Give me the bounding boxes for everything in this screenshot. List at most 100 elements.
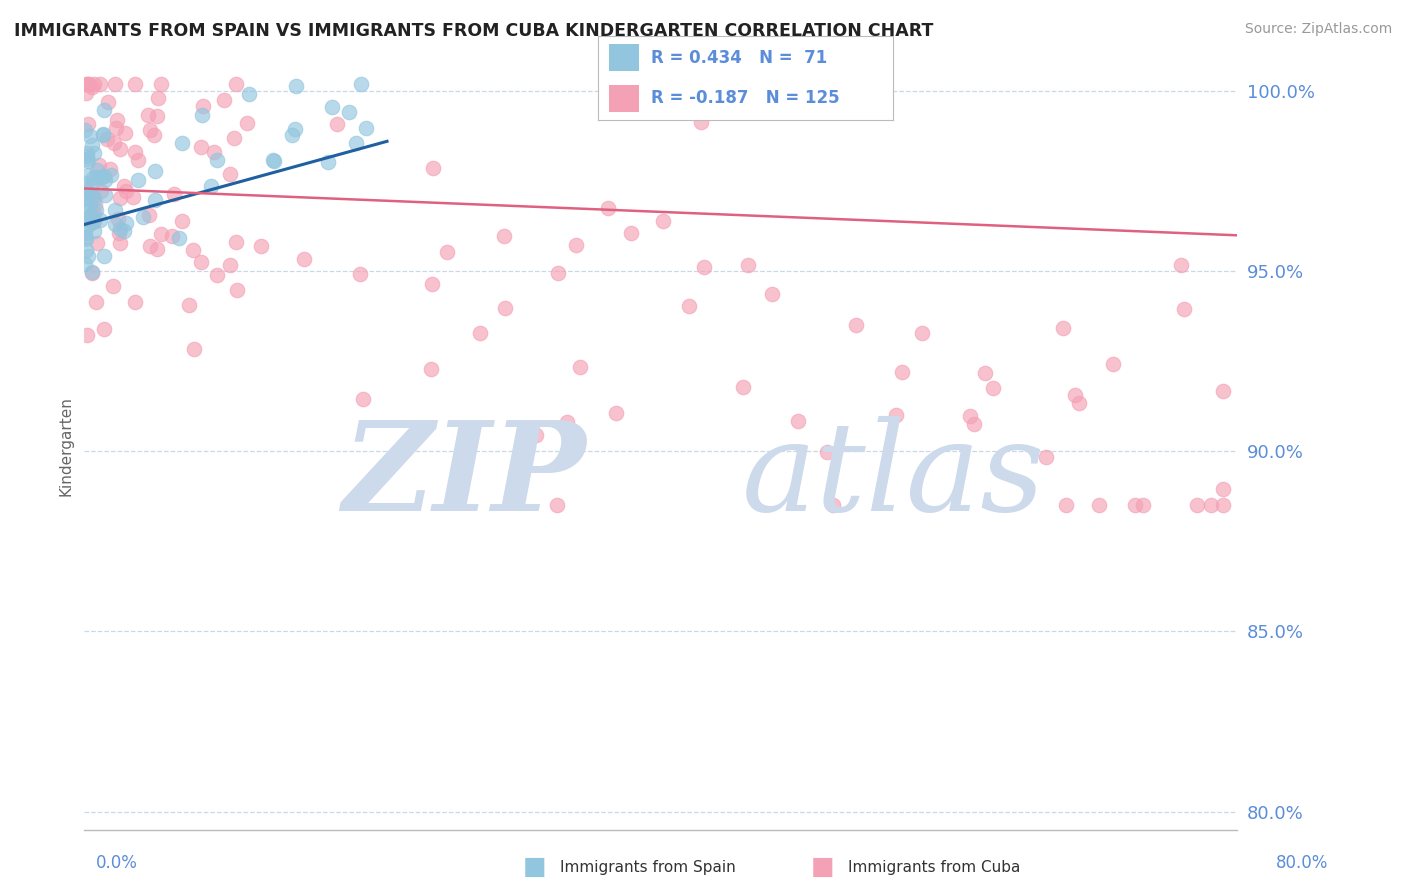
Point [104, 77, 127, 91]
Point [75, 232, 97, 246]
Point [284, 78, 307, 93]
Point [82, 215, 104, 229]
Point [494, 229, 516, 244]
Point [737, 258, 759, 272]
Point [1088, 499, 1111, 513]
Point [110, 221, 132, 235]
Point [1132, 499, 1154, 513]
Point [89, 77, 111, 91]
Point [76, 148, 98, 162]
Point [420, 362, 443, 376]
Point [82, 266, 104, 280]
Point [524, 428, 547, 442]
Point [82, 170, 104, 185]
Point [1102, 358, 1125, 372]
Point [93, 249, 115, 263]
Point [963, 417, 986, 431]
Point [815, 445, 838, 459]
Point [420, 277, 443, 291]
Point [75, 257, 97, 271]
Text: 80.0%: 80.0% [1277, 855, 1329, 872]
Point [325, 117, 347, 131]
Point [80, 187, 103, 202]
Point [80, 137, 103, 152]
Point [911, 326, 934, 340]
Point [77, 218, 100, 232]
Point [339, 105, 361, 120]
Point [555, 415, 578, 429]
Text: ZIP: ZIP [342, 416, 586, 538]
Point [103, 279, 125, 293]
Text: Source: ZipAtlas.com: Source: ZipAtlas.com [1244, 22, 1392, 37]
Point [77, 249, 100, 263]
Point [238, 87, 260, 102]
Point [183, 342, 205, 356]
Point [143, 164, 166, 178]
Point [292, 252, 315, 266]
Point [82, 189, 104, 203]
Point [321, 100, 343, 114]
Point [108, 142, 131, 156]
Point [218, 167, 240, 181]
Point [787, 413, 810, 427]
Point [76, 183, 98, 197]
Point [557, 445, 579, 459]
Point [83, 197, 105, 211]
Point [87, 158, 110, 172]
Point [104, 203, 127, 218]
Point [107, 112, 129, 127]
Point [225, 77, 247, 91]
Point [177, 298, 200, 312]
Point [84, 202, 107, 217]
Point [80, 80, 103, 95]
Point [76, 77, 98, 91]
Point [75, 190, 97, 204]
Point [598, 201, 620, 215]
Point [1035, 450, 1057, 465]
Point [1067, 396, 1090, 410]
Point [75, 243, 97, 257]
Point [181, 243, 204, 257]
Point [316, 155, 339, 169]
Point [352, 392, 374, 407]
Point [75, 123, 97, 137]
Point [83, 192, 105, 206]
Point [821, 499, 844, 513]
Point [107, 212, 129, 227]
Text: 0.0%: 0.0% [96, 855, 138, 872]
Point [114, 126, 136, 140]
Point [94, 173, 117, 187]
Point [115, 216, 138, 230]
Point [93, 103, 115, 118]
Point [82, 210, 104, 224]
Point [1212, 384, 1234, 398]
Point [93, 128, 115, 143]
Text: IMMIGRANTS FROM SPAIN VS IMMIGRANTS FROM CUBA KINDERGARTEN CORRELATION CHART: IMMIGRANTS FROM SPAIN VS IMMIGRANTS FROM… [14, 22, 934, 40]
Point [349, 267, 371, 281]
Point [690, 114, 713, 128]
Point [1170, 258, 1192, 272]
Point [547, 266, 569, 280]
Point [121, 189, 143, 203]
Point [79, 196, 101, 211]
Point [605, 406, 627, 420]
Text: R = -0.187   N = 125: R = -0.187 N = 125 [651, 89, 839, 107]
Point [124, 145, 146, 159]
Point [80, 265, 103, 279]
Point [93, 169, 115, 183]
Point [678, 299, 700, 313]
Point [568, 360, 591, 375]
Point [76, 152, 98, 166]
Point [620, 226, 643, 240]
Point [86, 162, 108, 177]
Point [97, 95, 120, 109]
Y-axis label: Kindergarten: Kindergarten [58, 396, 73, 496]
Point [284, 122, 307, 136]
Point [222, 131, 245, 145]
Point [202, 145, 225, 159]
Point [190, 140, 212, 154]
Point [354, 121, 377, 136]
Point [565, 238, 588, 252]
Point [142, 128, 165, 142]
Point [84, 170, 107, 185]
